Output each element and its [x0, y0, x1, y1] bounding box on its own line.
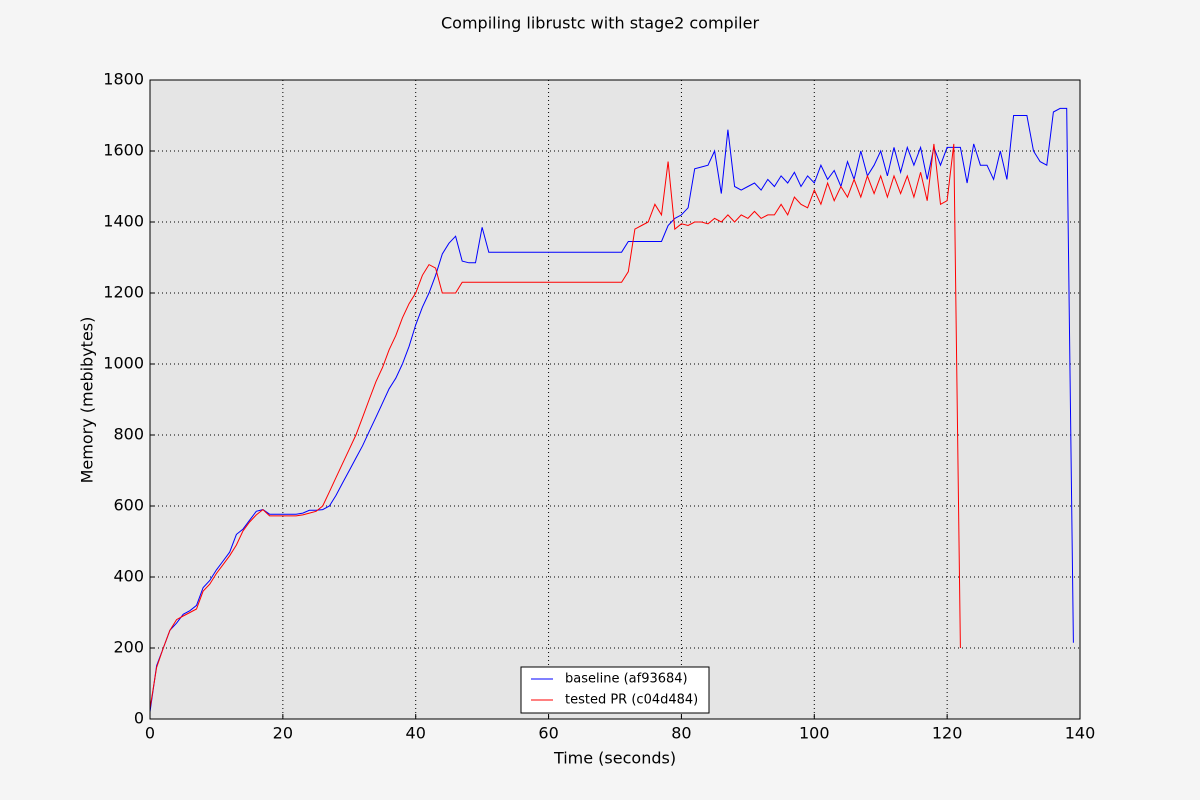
x-tick-label: 40 [406, 724, 426, 743]
y-axis-label: Memory (mebibytes) [78, 317, 97, 484]
x-tick-label: 20 [273, 724, 293, 743]
y-tick-label: 1400 [103, 212, 144, 231]
x-tick-label: 100 [799, 724, 830, 743]
y-tick-label: 200 [113, 638, 144, 657]
y-tick-label: 1200 [103, 283, 144, 302]
y-tick-label: 1600 [103, 141, 144, 160]
x-tick-label: 60 [538, 724, 558, 743]
legend-label: tested PR (c04d484) [565, 693, 698, 708]
series-line [149, 107, 1074, 712]
y-tick-label: 600 [113, 496, 144, 515]
y-tick-label: 1000 [103, 354, 144, 373]
x-tick-label: 120 [932, 724, 963, 743]
y-tick-label: 800 [113, 425, 144, 444]
x-tick-label: 80 [671, 724, 691, 743]
x-axis-label: Time (seconds) [553, 749, 676, 768]
legend-box [520, 666, 710, 714]
plot-area [150, 80, 1080, 719]
plot-frame [149, 79, 1081, 720]
y-tick-label: 400 [113, 567, 144, 586]
y-tick-label: 0 [134, 709, 144, 728]
x-tick-label: 140 [1065, 724, 1096, 743]
y-tick-label: 1800 [103, 70, 144, 89]
legend-label: baseline (af93684) [565, 672, 688, 687]
series-line [149, 143, 961, 709]
x-tick-label: 0 [145, 724, 155, 743]
chart-title: Compiling librustc with stage2 compiler [441, 14, 759, 33]
